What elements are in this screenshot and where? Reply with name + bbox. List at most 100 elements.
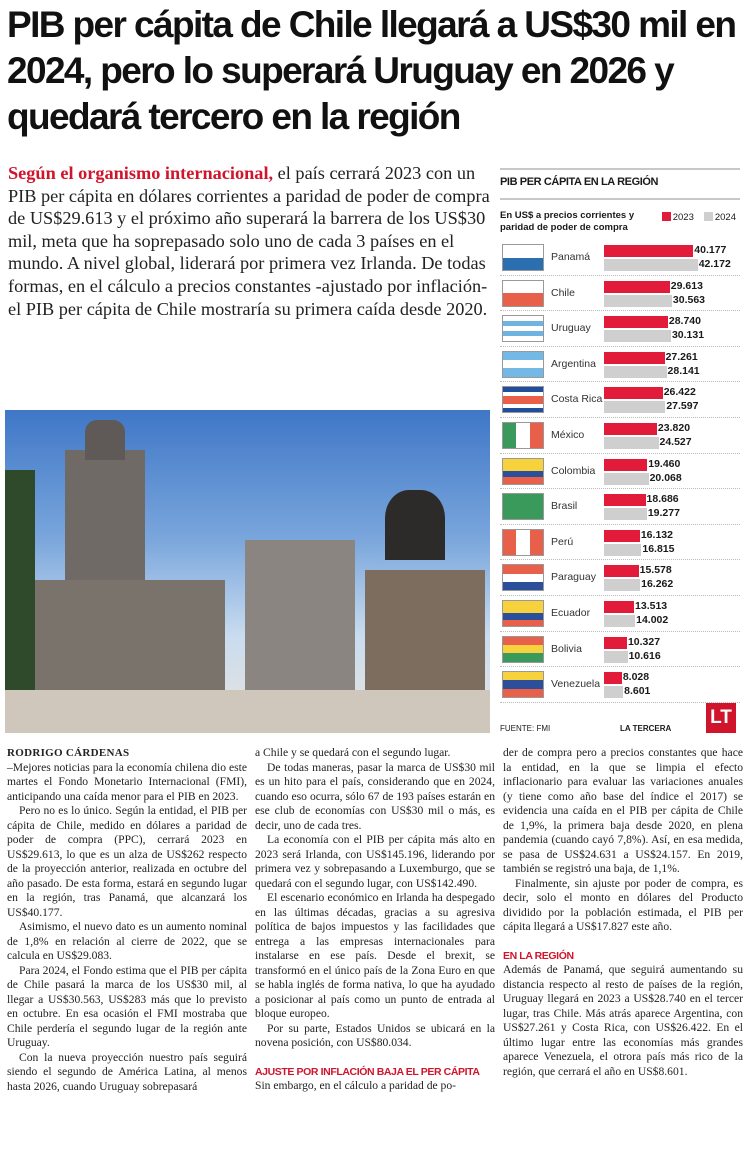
- subheading: EN LA REGIÓN: [503, 949, 574, 962]
- bar-2023: 18.686: [604, 493, 679, 507]
- value-label-2023: 23.820: [657, 421, 691, 434]
- bar-2024: 30.131: [604, 329, 704, 343]
- chart-row: Uruguay 28.740 30.131: [500, 311, 740, 347]
- value-label-2023: 40.177: [694, 244, 727, 256]
- bar-2024: 14.002: [604, 614, 668, 627]
- chart-legend: 2023 2024: [661, 212, 736, 223]
- chart-row: Bolivia 10.327 10.616: [500, 632, 740, 668]
- bar-2023: 10.327: [604, 636, 660, 649]
- legend-2023: 2023: [661, 212, 694, 223]
- paragraph: der de compra pero a precios constantes …: [503, 746, 743, 875]
- country-label: Venezuela: [551, 678, 601, 691]
- subheading: AJUSTE POR INFLACIÓN BAJA EL PER CÁPITA: [255, 1065, 480, 1078]
- bar-2023: 19.460: [604, 458, 680, 471]
- article-photo: [5, 410, 490, 733]
- bar-2023: 26.422: [604, 386, 696, 400]
- chart-row: Argentina 27.261 28.141: [500, 347, 740, 383]
- flag-icon: [502, 386, 544, 414]
- value-label-2024: 27.597: [666, 400, 699, 413]
- value-label-2024: 10.616: [628, 649, 661, 662]
- brand-name: LA TERCERA: [620, 724, 672, 733]
- bar-2023: 8.028: [604, 671, 649, 685]
- value-label-2023: 19.460: [648, 457, 681, 470]
- country-label: Colombia: [551, 464, 596, 477]
- flag-icon: [502, 279, 544, 307]
- value-label-2023: 8.028: [622, 671, 650, 684]
- chart-row: Colombia 19.460 20.068: [500, 454, 740, 490]
- country-label: México: [551, 428, 585, 441]
- bar-2024: 27.597: [604, 400, 698, 414]
- bar-2024: 28.141: [604, 365, 700, 378]
- country-label: Ecuador: [551, 606, 591, 619]
- legend-2024: 2024: [703, 212, 736, 223]
- country-label: Brasil: [551, 500, 578, 513]
- paragraph: La economía con el PIB per cápita más al…: [255, 833, 495, 890]
- chart-source: FUENTE: FMI: [500, 724, 551, 733]
- value-label-2024: 28.141: [667, 364, 700, 377]
- paragraph: Para 2024, el Fondo estima que el PIB pe…: [7, 963, 247, 1050]
- country-label: Perú: [551, 535, 574, 548]
- bar-2024: 42.172: [604, 258, 731, 271]
- flag-icon: [502, 635, 544, 663]
- paragraph: El escenario económico en Irlanda ha des…: [255, 891, 495, 1020]
- value-label-2024: 20.068: [649, 471, 682, 484]
- value-label-2023: 18.686: [646, 493, 679, 506]
- headline: PIB per cápita de Chile llegará a US$30 …: [7, 4, 737, 137]
- value-label-2024: 19.277: [647, 507, 680, 520]
- value-label-2023: 10.327: [627, 635, 661, 648]
- value-label-2023: 28.740: [668, 315, 701, 328]
- chart-row: Perú 16.132 16.815: [500, 525, 740, 561]
- bar-2023: 15.578: [604, 564, 672, 578]
- bar-2024: 30.563: [604, 294, 705, 307]
- flag-icon: [502, 421, 544, 449]
- value-label-2024: 42.172: [698, 258, 731, 270]
- paragraph: Además de Panamá, que seguirá aumentando…: [503, 963, 743, 1078]
- bar-2024: 16.815: [604, 543, 674, 556]
- chart-row: Panamá 40.177 42.172: [500, 240, 740, 276]
- bar-2023: 13.513: [604, 600, 667, 613]
- bar-2023: 40.177: [604, 244, 726, 257]
- value-label-2024: 24.527: [659, 435, 692, 448]
- bar-2023: 28.740: [604, 315, 701, 329]
- flag-icon: [502, 244, 544, 271]
- country-label: Panamá: [551, 251, 591, 263]
- flag-icon: [502, 671, 544, 699]
- flag-icon: [502, 315, 544, 343]
- flag-icon: [502, 564, 544, 592]
- column-3: der de compra pero a precios constantes …: [503, 746, 743, 1079]
- value-label-2024: 30.563: [672, 293, 706, 306]
- bar-2023: 27.261: [604, 351, 698, 364]
- value-label-2024: 8.601: [624, 685, 651, 698]
- chart-row: Paraguay 15.578 16.262: [500, 560, 740, 596]
- chart-row: Ecuador 13.513 14.002: [500, 596, 740, 632]
- value-label-2023: 15.578: [639, 564, 672, 577]
- bar-2023: 29.613: [604, 280, 703, 293]
- flag-icon: [502, 599, 544, 627]
- country-label: Argentina: [551, 357, 596, 370]
- value-label-2023: 16.132: [640, 528, 673, 541]
- chart-row: México 23.820 24.527: [500, 418, 740, 454]
- lede-highlight: Según el organismo internacional,: [8, 163, 274, 183]
- flag-icon: [502, 493, 544, 521]
- bar-2024: 19.277: [604, 507, 680, 521]
- value-label-2024: 16.262: [641, 578, 674, 591]
- country-label: Bolivia: [551, 642, 582, 655]
- bar-2024: 10.616: [604, 650, 661, 663]
- paragraph: Finalmente, sin ajuste por poder de comp…: [503, 876, 743, 934]
- paragraph: Con la nueva proyección nuestro país seg…: [7, 1050, 247, 1093]
- value-label-2023: 29.613: [670, 279, 703, 292]
- paragraph: –Mejores noticias para la economía chile…: [7, 760, 247, 803]
- bar-2024: 8.601: [604, 685, 650, 699]
- value-label-2024: 30.131: [671, 329, 705, 342]
- flag-icon: [502, 350, 544, 378]
- bar-2024: 20.068: [604, 472, 682, 485]
- bar-2023: 16.132: [604, 529, 673, 542]
- lede-text: el país cerrará 2023 con un PIB per cápi…: [8, 163, 490, 319]
- chart-row: Chile 29.613 30.563: [500, 276, 740, 312]
- value-label-2023: 13.513: [635, 599, 668, 612]
- chart-rows: Panamá 40.177 42.172 Chile 29.613 30.563 Urugu…: [500, 240, 740, 703]
- chart-title: PIB PER CÁPITA EN LA REGIÓN: [500, 176, 659, 188]
- country-label: Paraguay: [551, 571, 596, 584]
- column-2: a Chile y se quedará con el segundo luga…: [255, 746, 495, 1094]
- flag-icon: [502, 457, 544, 485]
